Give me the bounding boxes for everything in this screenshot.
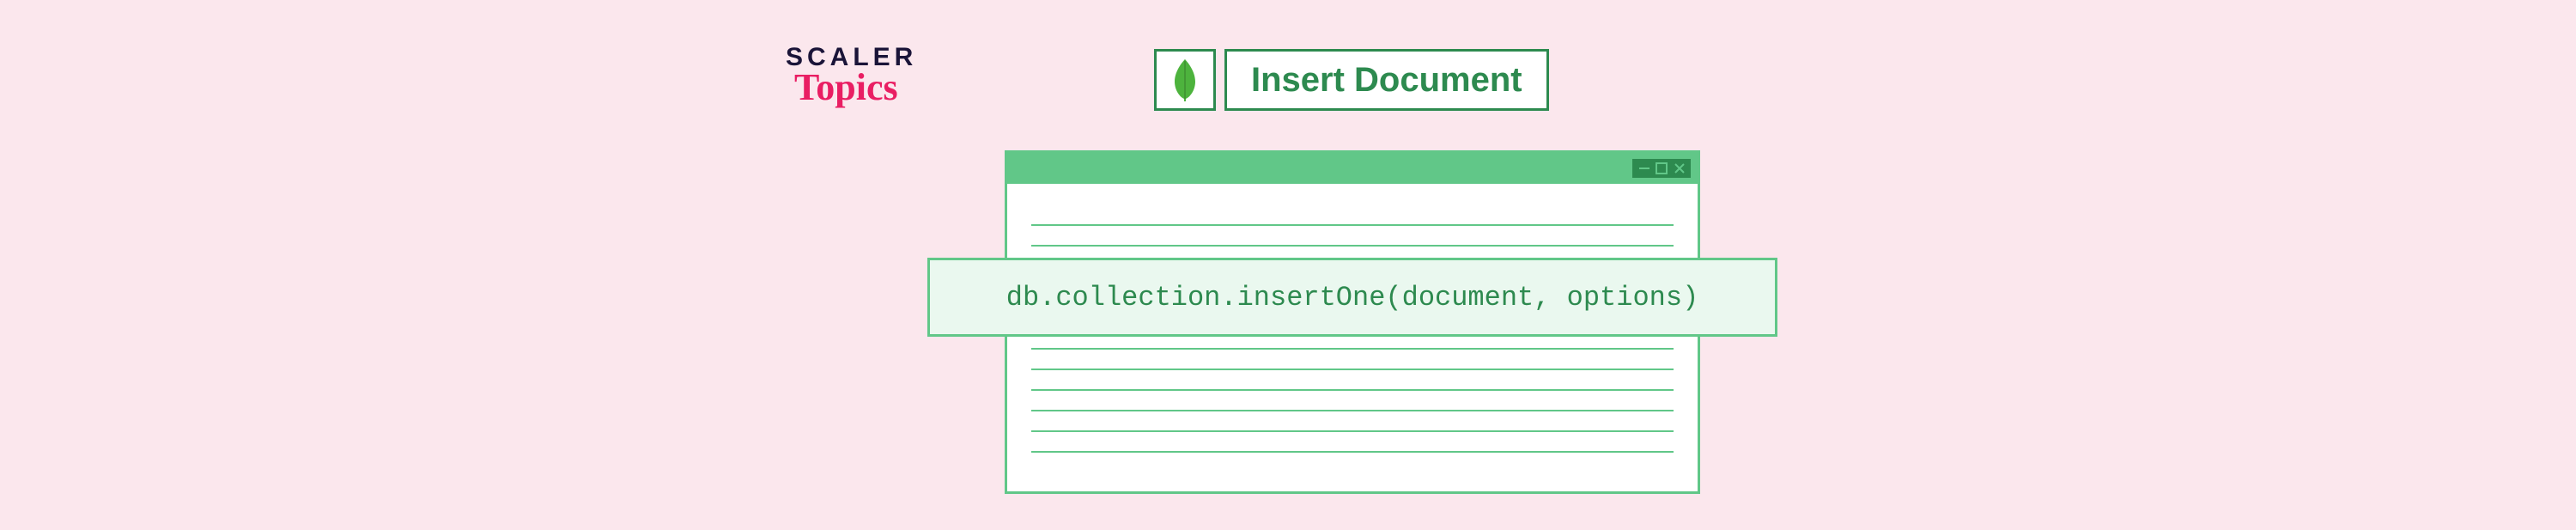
mongodb-leaf-icon [1168,58,1202,102]
doc-line [1031,205,1674,226]
code-text: db.collection.insertOne(document, option… [1006,282,1699,314]
title-box: Insert Document [1224,49,1549,111]
window-titlebar [1007,153,1698,184]
scaler-logo: SCALER Topics [786,43,917,109]
doc-line [1031,226,1674,247]
title-group: Insert Document [1154,49,1549,111]
code-overlay: db.collection.insertOne(document, option… [927,258,1777,337]
doc-line [1031,411,1674,432]
doc-line [1031,432,1674,453]
doc-line [1031,350,1674,370]
maximize-icon [1656,162,1668,174]
close-icon [1674,162,1686,174]
minimize-icon [1638,162,1650,174]
doc-line [1031,370,1674,391]
window-controls [1632,159,1691,178]
mongodb-icon-box [1154,49,1216,111]
doc-line [1031,391,1674,411]
title-label: Insert Document [1251,61,1522,100]
